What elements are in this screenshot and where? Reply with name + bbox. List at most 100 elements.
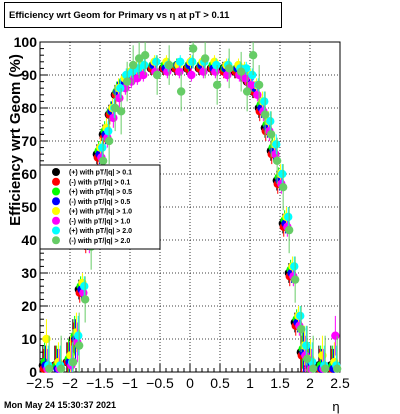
y-tick-label: 80 bbox=[21, 100, 37, 116]
y-tick-label: 30 bbox=[21, 265, 37, 281]
data-point bbox=[188, 57, 197, 66]
data-point bbox=[122, 77, 132, 86]
data-point bbox=[242, 87, 252, 96]
y-tick-label: 50 bbox=[21, 199, 37, 215]
data-point bbox=[128, 60, 138, 70]
data-point bbox=[116, 107, 126, 116]
legend-label: (+) with pT/|q| > 1.0 bbox=[69, 209, 132, 216]
data-point bbox=[115, 93, 124, 103]
data-point bbox=[176, 87, 186, 96]
data-point bbox=[302, 354, 312, 363]
x-tick-label: −2 bbox=[62, 375, 78, 391]
data-point bbox=[68, 357, 78, 367]
data-point bbox=[247, 80, 256, 90]
series-7 bbox=[44, 42, 342, 373]
data-point bbox=[116, 84, 125, 93]
data-point bbox=[212, 60, 221, 70]
data-point bbox=[139, 70, 148, 80]
data-point bbox=[98, 143, 107, 152]
x-tick-label: −1 bbox=[122, 375, 138, 391]
data-point bbox=[140, 60, 149, 70]
y-tick-label: 90 bbox=[21, 67, 37, 83]
data-point bbox=[290, 275, 300, 284]
y-tick-label: 70 bbox=[21, 133, 37, 149]
data-point bbox=[248, 51, 258, 60]
data-point bbox=[302, 341, 311, 350]
data-point bbox=[284, 212, 293, 222]
data-point bbox=[296, 324, 306, 334]
y-tick-label: 40 bbox=[21, 232, 37, 248]
data-point bbox=[278, 169, 287, 179]
data-point bbox=[290, 262, 299, 271]
data-point bbox=[80, 282, 89, 291]
legend: (+) with pT/|q| > 0.1 (-) with pT/|q| > 0… bbox=[39, 164, 161, 250]
data-point bbox=[254, 80, 264, 90]
data-point bbox=[272, 140, 281, 149]
legend-label: (-) with pT/|q| > 2.0 bbox=[69, 238, 130, 245]
y-axis-label: Efficiency wrt Geom (%) bbox=[7, 54, 24, 226]
x-tick-label: 2.5 bbox=[330, 375, 350, 391]
x-tick-label: −0.5 bbox=[146, 375, 174, 391]
legend-marker bbox=[52, 197, 60, 206]
data-point bbox=[140, 51, 150, 60]
x-tick-label: 1 bbox=[246, 375, 254, 391]
data-point bbox=[212, 80, 222, 90]
legend-marker bbox=[52, 168, 60, 176]
x-tick-label: −1.5 bbox=[86, 375, 114, 391]
legend-marker bbox=[52, 207, 60, 215]
data-point bbox=[175, 67, 184, 76]
data-point bbox=[266, 117, 275, 126]
data-point bbox=[98, 156, 108, 165]
data-point bbox=[109, 113, 118, 123]
x-tick-label: 1.5 bbox=[270, 375, 290, 391]
y-tick-label: 10 bbox=[21, 331, 37, 347]
legend-marker bbox=[52, 177, 60, 186]
data-point bbox=[104, 126, 113, 136]
data-point bbox=[308, 364, 318, 373]
data-point bbox=[56, 364, 66, 373]
data-point bbox=[331, 331, 340, 340]
legend-label: (+) with pT/|q| > 0.1 bbox=[69, 170, 132, 177]
data-point bbox=[272, 156, 282, 165]
legend-label: (+) with pT/|q| > 0.5 bbox=[69, 189, 132, 196]
date-stamp: Mon May 24 15:30:37 2021 bbox=[4, 400, 117, 410]
data-point bbox=[199, 67, 208, 76]
legend-label: (+) with pT/|q| > 2.0 bbox=[69, 228, 132, 235]
x-tick-label: 2 bbox=[306, 375, 314, 391]
data-point bbox=[74, 331, 83, 340]
data-point bbox=[200, 54, 210, 63]
data-point bbox=[296, 311, 305, 321]
data-point bbox=[152, 70, 162, 80]
data-point bbox=[224, 64, 234, 73]
chart-title: Efficiency wrt Geom for Primary vs η at … bbox=[4, 2, 282, 28]
data-point bbox=[248, 70, 257, 80]
data-point bbox=[260, 97, 269, 106]
x-tick-label: 0.5 bbox=[210, 375, 230, 391]
data-point bbox=[44, 364, 54, 373]
data-point bbox=[104, 136, 114, 146]
legend-label: (-) with pT/|q| > 0.5 bbox=[69, 199, 130, 206]
data-point bbox=[164, 60, 174, 70]
legend-marker bbox=[52, 226, 60, 235]
legend-label: (-) with pT/|q| > 0.1 bbox=[69, 179, 130, 186]
legend-marker bbox=[52, 216, 60, 225]
legend-marker bbox=[52, 187, 60, 196]
data-point bbox=[187, 70, 196, 80]
data-point bbox=[266, 130, 276, 139]
data-point bbox=[236, 67, 246, 76]
data-point bbox=[188, 44, 198, 53]
data-point bbox=[332, 364, 342, 373]
legend-label: (-) with pT/|q| > 1.0 bbox=[69, 218, 130, 225]
data-point bbox=[176, 57, 185, 66]
data-point bbox=[320, 364, 330, 373]
x-tick-label: 0 bbox=[186, 375, 194, 391]
y-tick-label: 60 bbox=[21, 166, 37, 182]
legend-box bbox=[39, 164, 161, 250]
data-point bbox=[278, 183, 288, 192]
y-tick-label: 0 bbox=[29, 364, 37, 380]
data-point bbox=[260, 110, 270, 119]
data-point bbox=[152, 57, 161, 66]
data-point bbox=[253, 90, 262, 100]
data-point bbox=[284, 225, 294, 235]
